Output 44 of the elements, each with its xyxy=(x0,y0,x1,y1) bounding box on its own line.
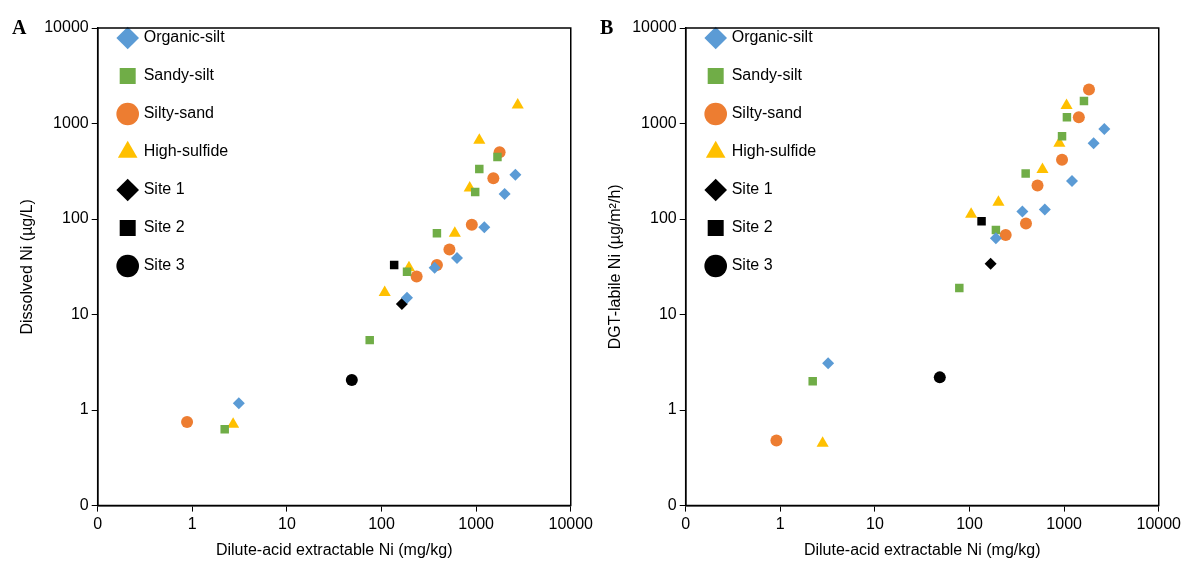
y-tick-label: 1 xyxy=(79,400,89,418)
legend-label: Site 3 xyxy=(143,256,185,274)
y-tick-label: 100 xyxy=(61,209,89,227)
x-axis-title: Dilute-acid extractable Ni (mg/kg) xyxy=(803,540,1041,558)
legend-label: Sandy-silt xyxy=(731,66,803,84)
x-tick-label: 10 xyxy=(866,514,884,532)
y-tick-label: 0 xyxy=(667,496,677,514)
x-tick-label: 0 xyxy=(93,514,103,532)
x-tick-label: 1 xyxy=(187,514,197,532)
y-tick-label: 0 xyxy=(79,496,89,514)
y-tick-label: 10 xyxy=(70,304,89,322)
legend-label: Site 1 xyxy=(731,180,773,198)
y-axis-title: Dissolved Ni (µg/L) xyxy=(18,199,36,335)
legend-label: Silty-sand xyxy=(731,104,802,122)
x-tick-label: 100 xyxy=(368,514,395,532)
x-tick-label: 1000 xyxy=(458,514,495,532)
chart-title: B xyxy=(600,16,614,39)
x-tick-label: 10000 xyxy=(1136,514,1182,532)
legend-label: Organic-silt xyxy=(731,28,814,46)
chart-title: A xyxy=(12,16,27,39)
y-tick-label: 10000 xyxy=(44,18,89,36)
legend-label: Site 3 xyxy=(731,256,773,274)
x-tick-label: 10 xyxy=(278,514,296,532)
y-tick-label: 1000 xyxy=(53,113,89,131)
x-tick-label: 0 xyxy=(681,514,691,532)
legend-label: Site 2 xyxy=(731,218,773,236)
x-tick-label: 10000 xyxy=(548,514,594,532)
legend-label: Site 2 xyxy=(143,218,185,236)
x-tick-label: 100 xyxy=(956,514,983,532)
x-tick-label: 1 xyxy=(775,514,785,532)
y-axis-title: DGT-labile Ni (µg/m²/h) xyxy=(606,184,624,350)
y-tick-label: 100 xyxy=(649,209,677,227)
legend-label: Sandy-silt xyxy=(143,66,215,84)
y-tick-label: 1000 xyxy=(641,113,677,131)
y-tick-label: 1 xyxy=(667,400,677,418)
x-axis-title: Dilute-acid extractable Ni (mg/kg) xyxy=(215,540,453,558)
legend-label: High-sulfide xyxy=(731,142,817,160)
legend-label: Silty-sand xyxy=(143,104,214,122)
x-tick-label: 1000 xyxy=(1046,514,1083,532)
legend-label: Site 1 xyxy=(143,180,185,198)
y-tick-label: 10000 xyxy=(632,18,677,36)
y-tick-label: 10 xyxy=(658,304,677,322)
legend-label: Organic-silt xyxy=(143,28,226,46)
legend-label: High-sulfide xyxy=(143,142,229,160)
